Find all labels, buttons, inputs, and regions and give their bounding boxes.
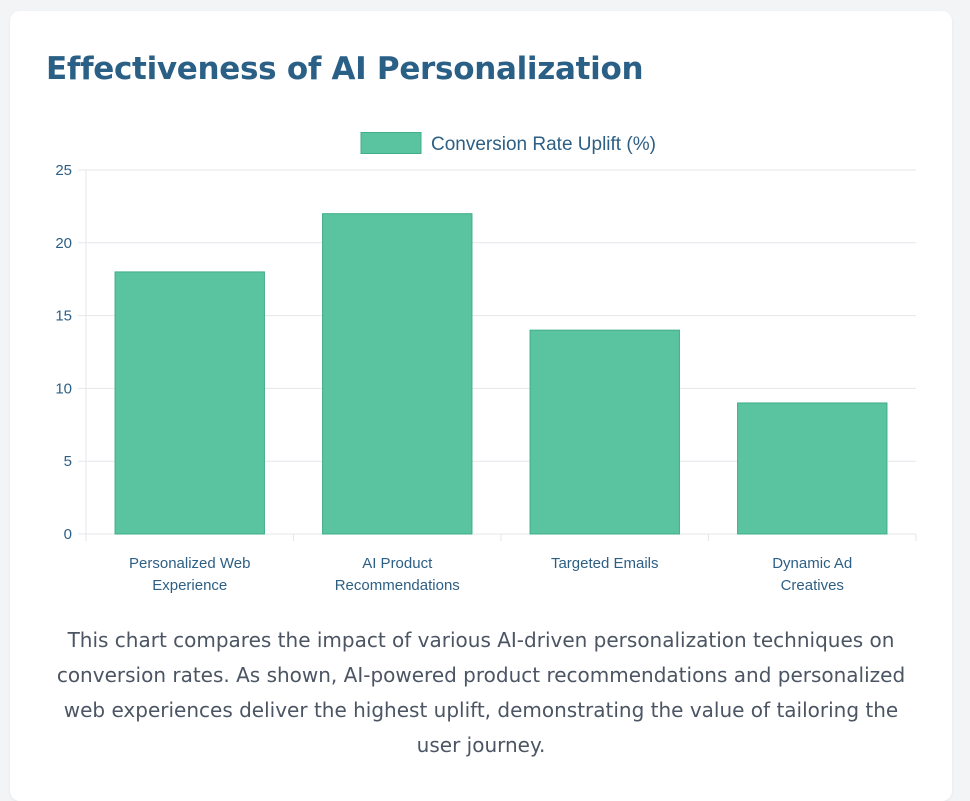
- bar: [737, 402, 888, 535]
- y-tick-label: 20: [55, 235, 72, 252]
- y-tick-label: 0: [64, 526, 72, 543]
- page-title: Effectiveness of AI Personalization: [46, 51, 644, 87]
- x-tick-label: Dynamic Ad: [772, 555, 852, 572]
- bar: [322, 213, 473, 535]
- x-tick-label: Experience: [152, 577, 227, 594]
- bar: [529, 329, 680, 535]
- bar: [114, 271, 265, 535]
- y-tick-label: 10: [55, 380, 72, 397]
- bar-chart: 0 5 10 15 20 25 Personalized Web Experience AI P…: [55, 132, 917, 594]
- legend-swatch: [360, 132, 422, 154]
- y-tick-label: 15: [55, 308, 72, 325]
- x-tick-label: Recommendations: [335, 577, 460, 594]
- legend-label: Conversion Rate Uplift (%): [431, 134, 656, 155]
- y-tick-label: 5: [64, 453, 72, 470]
- y-tick-label: 25: [55, 162, 72, 179]
- x-tick-label: Personalized Web: [129, 555, 250, 572]
- x-tick-label: Creatives: [781, 577, 844, 594]
- x-tick-label: AI Product: [362, 555, 433, 572]
- chart-description: This chart compares the impact of variou…: [56, 628, 906, 757]
- chart-card: Effectiveness of AI Personalization 0 5 10…: [10, 11, 952, 801]
- x-tick-label: Targeted Emails: [551, 555, 659, 572]
